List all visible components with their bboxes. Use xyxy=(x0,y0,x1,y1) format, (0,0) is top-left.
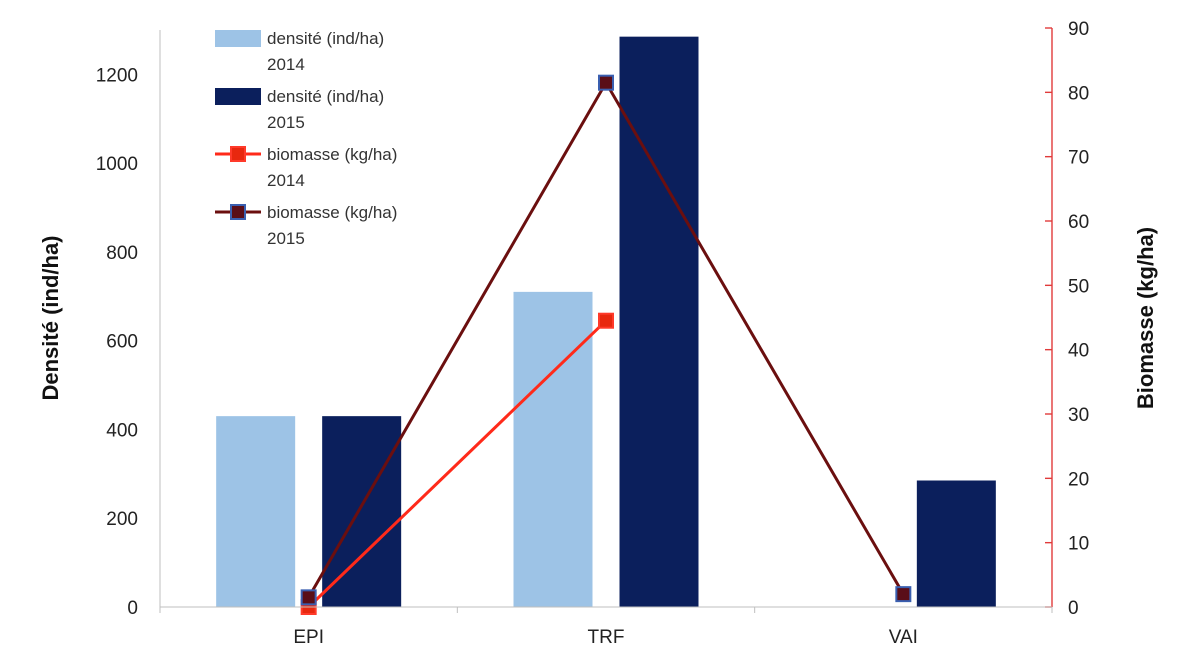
legend-label: 2015 xyxy=(267,113,305,132)
bar xyxy=(619,36,699,607)
x-tick-label: EPI xyxy=(293,627,324,648)
legend: densité (ind/ha) 2014 densité (ind/ha) 2015… xyxy=(215,29,397,248)
legend-label: 2015 xyxy=(267,229,305,248)
legend-swatch xyxy=(215,88,261,105)
right-tick-label: 80 xyxy=(1068,83,1089,104)
right-tick-label: 40 xyxy=(1068,341,1089,362)
right-tick-label: 50 xyxy=(1068,276,1089,297)
x-tick-label: VAI xyxy=(889,627,918,648)
left-tick-label: 600 xyxy=(106,332,138,353)
legend-label: 2014 xyxy=(267,171,305,190)
right-tick-label: 10 xyxy=(1068,534,1089,555)
legend-marker xyxy=(230,146,246,162)
bar xyxy=(513,291,593,607)
x-tick-label: TRF xyxy=(588,627,625,648)
left-tick-label: 1200 xyxy=(96,65,138,86)
x-axis: EPI TRF VAI xyxy=(159,606,1053,648)
left-tick-label: 0 xyxy=(127,598,138,619)
legend-label: 2014 xyxy=(267,55,305,74)
left-axis-title: Densité (ind/ha) xyxy=(38,235,63,400)
left-tick-label: 800 xyxy=(106,243,138,264)
series-marker xyxy=(895,586,912,603)
legend-swatch xyxy=(215,30,261,47)
right-axis-title: Biomasse (kg/ha) xyxy=(1133,227,1158,409)
right-tick-label: 90 xyxy=(1068,19,1089,40)
left-tick-label: 1000 xyxy=(96,154,138,175)
series-marker xyxy=(598,312,614,329)
legend-label: densité (ind/ha) xyxy=(267,87,384,106)
bar xyxy=(322,416,402,607)
bar xyxy=(916,480,996,607)
series-marker xyxy=(598,74,614,91)
right-tick-label: 0 xyxy=(1068,598,1079,619)
legend-marker xyxy=(230,204,246,220)
right-tick-label: 60 xyxy=(1068,212,1089,233)
left-tick-label: 200 xyxy=(106,509,138,530)
right-tick-label: 70 xyxy=(1068,148,1089,169)
series-marker xyxy=(300,589,317,606)
legend-label: biomasse (kg/ha) xyxy=(267,145,397,164)
right-tick-label: 20 xyxy=(1068,469,1089,490)
plot-area xyxy=(216,36,996,615)
right-y-axis: 0 10 20 30 40 50 60 70 80 90 Biomasse (kg/ha) xyxy=(1045,19,1158,619)
left-y-axis: 0 200 400 600 800 1000 1200 Densité (ind/ha) xyxy=(38,30,161,619)
legend-label: densité (ind/ha) xyxy=(267,29,384,48)
bar xyxy=(216,416,296,607)
legend-label: biomasse (kg/ha) xyxy=(267,203,397,222)
right-tick-label: 30 xyxy=(1068,405,1089,426)
series-line xyxy=(307,319,608,609)
left-tick-label: 400 xyxy=(106,420,138,441)
